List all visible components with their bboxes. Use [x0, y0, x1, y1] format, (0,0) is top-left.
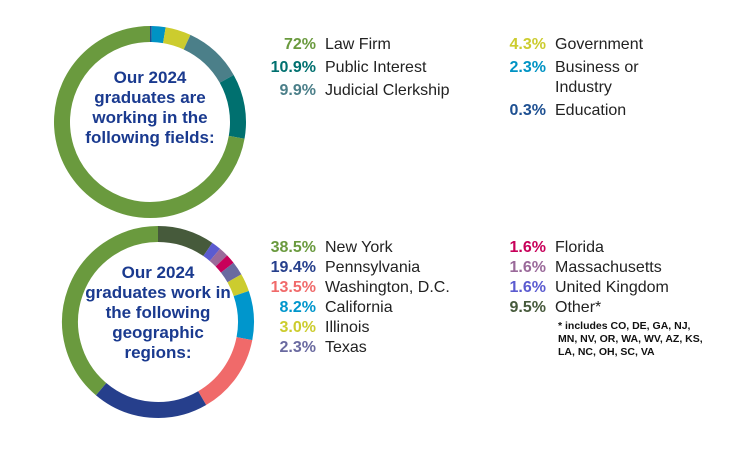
slice-business-or-industry [151, 26, 166, 44]
legend-percent: 2.3% [279, 339, 316, 356]
slice-washington-d-c- [197, 336, 253, 406]
legend-item: 0.3% Education [486, 101, 627, 121]
legend-percent: 8.2% [279, 299, 316, 316]
legend-label: New York [325, 239, 393, 256]
legend-percent: 10.9% [270, 59, 316, 76]
legend-item: 19.4% Pennsylvania [256, 258, 421, 278]
legend-percent: 19.4% [270, 259, 316, 276]
legend-percent: 4.3% [509, 36, 546, 53]
legend-item: 1.6% United Kingdom [486, 278, 669, 298]
legend-label: Government [555, 36, 644, 53]
legend-item: 9.9% Judicial Clerkship [256, 81, 450, 101]
legend-label: Florida [555, 239, 604, 256]
legend-percent: 9.9% [279, 82, 316, 99]
legend-label: Public Interest [325, 59, 427, 76]
legend-item: 8.2% California [256, 298, 393, 318]
legend-item: 2.3% Business or Industry [486, 58, 655, 98]
legend-percent: 1.6% [509, 259, 546, 276]
legend-percent: 38.5% [270, 239, 316, 256]
legend-item: 1.6% Massachusetts [486, 258, 662, 278]
chart-1-title: Our 2024 graduates are working in the fo… [85, 68, 215, 147]
legend-percent: 0.3% [509, 102, 546, 119]
slice-pennsylvania [95, 382, 207, 418]
slice-california [233, 290, 254, 341]
slice-law-firm [54, 26, 245, 218]
legend-label: Education [555, 102, 627, 119]
legend-percent: 1.6% [509, 279, 546, 296]
legend-percent: 2.3% [509, 59, 546, 76]
slice-massachusetts [209, 248, 228, 267]
legend-item: 13.5% Washington, D.C. [256, 278, 450, 298]
legend-label: California [325, 299, 393, 316]
legend-percent: 13.5% [270, 279, 316, 296]
legend-label: Pennsylvania [325, 259, 421, 276]
footnote: * includes CO, DE, GA, NJ, MN, NV, OR, W… [558, 320, 703, 358]
legend-label: Illinois [325, 319, 370, 336]
slice-illinois [227, 274, 249, 297]
legend-item: 2.3% Texas [256, 338, 367, 358]
legend-percent: 72% [283, 36, 316, 53]
legend-percent: 3.0% [279, 319, 316, 336]
legend-label: Texas [325, 339, 367, 356]
legend-label: Massachusetts [555, 259, 662, 276]
slice-new-york [62, 226, 159, 396]
legend-label: Washington, D.C. [325, 279, 450, 296]
legend-item: 38.5% New York [256, 238, 393, 258]
legend-item: 10.9% Public Interest [256, 58, 427, 78]
legend-label: Judicial Clerkship [325, 82, 450, 99]
legend-item: 9.5% Other* [486, 298, 602, 318]
slice-government [162, 27, 191, 50]
legend-label: United Kingdom [555, 279, 669, 296]
slice-united-kingdom [203, 242, 221, 262]
slice-judicial-clerkship [183, 34, 234, 84]
legend-percent: 9.5% [509, 299, 546, 316]
legend-item: 3.0% Illinois [256, 318, 370, 338]
legend-label: Other* [555, 299, 602, 316]
slice-public-interest [219, 74, 246, 139]
legend-label: Law Firm [325, 36, 391, 53]
legend-percent: 1.6% [509, 239, 546, 256]
legend-item: 4.3% Government [486, 35, 644, 55]
legend-item: 72% Law Firm [256, 35, 391, 55]
chart-2-title: Our 2024 graduates work in the following… [85, 263, 231, 362]
slice-florida [215, 255, 234, 273]
legend-label: Business or Industry [555, 59, 639, 96]
slice-texas [220, 262, 242, 283]
legend-item: 1.6% Florida [486, 238, 604, 258]
slice-other- [157, 226, 213, 257]
